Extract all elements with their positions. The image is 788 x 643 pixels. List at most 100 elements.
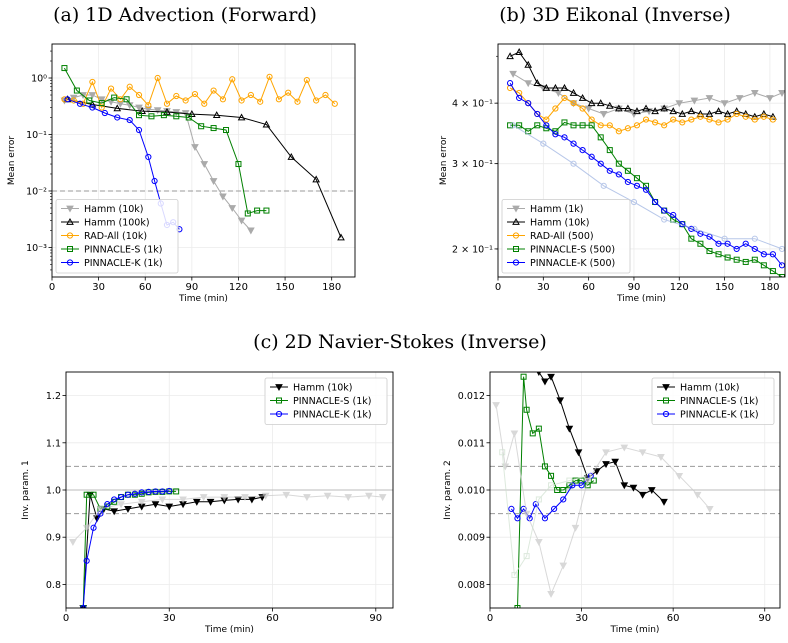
data-point xyxy=(210,87,217,94)
data-point xyxy=(561,134,568,141)
data-point xyxy=(766,95,774,103)
data-point xyxy=(529,430,536,437)
legend-marker xyxy=(66,259,74,266)
legend-marker xyxy=(275,410,283,418)
data-point xyxy=(693,491,702,499)
data-point xyxy=(706,248,713,255)
data-point xyxy=(69,539,77,546)
data-point xyxy=(560,496,567,503)
x-tick-label: 0 xyxy=(63,613,69,624)
data-point xyxy=(723,109,732,117)
data-point xyxy=(201,100,208,107)
data-point xyxy=(733,256,740,263)
data-point xyxy=(638,491,647,499)
data-point xyxy=(624,104,632,112)
data-point xyxy=(206,498,215,506)
series-line xyxy=(64,75,336,109)
data-point xyxy=(83,491,90,498)
data-point xyxy=(561,94,568,102)
data-point xyxy=(237,217,246,225)
data-point xyxy=(630,111,638,118)
data-point xyxy=(597,134,604,141)
legend-label: PINNACLE-K (1k) xyxy=(84,258,163,269)
data-point xyxy=(510,122,517,129)
data-point xyxy=(76,100,84,107)
data-point xyxy=(778,274,785,277)
series-c2-4 xyxy=(499,449,591,578)
series-line xyxy=(509,82,783,266)
data-point xyxy=(599,111,608,118)
data-point xyxy=(110,508,119,516)
data-point xyxy=(642,116,650,123)
data-point xyxy=(590,477,597,484)
data-point xyxy=(182,97,189,104)
y-tick-label: 0.009 xyxy=(458,533,485,544)
legend-marker xyxy=(275,384,283,392)
x-tick-label: 150 xyxy=(276,282,295,293)
data-point xyxy=(688,235,695,242)
legend-marker xyxy=(512,259,520,266)
y-tick-label: 4 × 10⁻¹ xyxy=(452,99,493,110)
series-line xyxy=(509,51,774,118)
data-point xyxy=(153,107,162,115)
data-point xyxy=(541,515,549,522)
data-point xyxy=(173,488,180,495)
data-point xyxy=(548,482,555,489)
data-point xyxy=(715,240,722,247)
data-point xyxy=(185,114,192,121)
data-point xyxy=(136,112,143,119)
data-point xyxy=(117,501,125,509)
data-point xyxy=(154,74,161,82)
y-tick-label: 0.012 xyxy=(458,391,485,402)
data-point xyxy=(574,449,583,457)
data-point xyxy=(638,449,647,457)
legend-marker xyxy=(512,205,520,213)
data-point xyxy=(578,93,587,101)
series-c2-3 xyxy=(492,402,714,598)
x-tick-label: 60 xyxy=(667,613,680,624)
data-point xyxy=(89,104,96,111)
data-point xyxy=(614,104,623,112)
data-point xyxy=(173,113,180,120)
data-point xyxy=(670,211,677,219)
data-point xyxy=(651,119,659,126)
data-point xyxy=(602,461,610,469)
legend-box xyxy=(501,199,631,274)
legend-c1: Hamm (10k) PINNACLE-S (1k) PINNACLE-K (1k) xyxy=(264,377,388,425)
chart-b: 0 30 60 90 120 150 180 2 × 10⁻¹ 3 × 10⁻¹ 4 × 10⁻¹… xyxy=(439,43,786,304)
legend-box xyxy=(264,377,388,425)
data-point xyxy=(554,487,561,493)
data-point xyxy=(158,496,167,504)
data-point xyxy=(569,88,578,96)
series-line xyxy=(495,404,711,596)
data-point xyxy=(543,116,550,123)
panel-a-title: (a) 1D Advection (Forward) xyxy=(53,4,317,26)
legend-label: PINNACLE-S (500) xyxy=(530,245,615,256)
data-point xyxy=(578,482,585,489)
data-point xyxy=(111,94,118,101)
plot-area-b xyxy=(506,48,785,277)
data-point xyxy=(285,89,292,96)
data-point xyxy=(219,193,227,201)
data-point xyxy=(235,161,242,168)
data-point xyxy=(571,524,580,532)
data-point xyxy=(724,116,731,123)
data-point xyxy=(588,116,595,123)
y-tick-label: 10⁻² xyxy=(26,186,47,197)
y-tick-label: 0.8 xyxy=(46,580,61,591)
data-point xyxy=(344,494,353,502)
data-point xyxy=(778,90,785,97)
legend-box xyxy=(651,377,775,425)
data-point xyxy=(117,493,125,501)
data-point xyxy=(551,83,560,91)
data-point xyxy=(733,110,740,118)
legend-marker xyxy=(66,232,74,239)
panel-b-title: (b) 3D Eikonal (Inverse) xyxy=(499,4,731,26)
data-point xyxy=(643,182,650,189)
data-point xyxy=(552,105,559,112)
series-c2-1 xyxy=(514,373,597,608)
data-point xyxy=(750,90,759,97)
legend-marker xyxy=(66,217,74,225)
plot-area-a xyxy=(60,65,345,241)
data-point xyxy=(104,501,111,508)
